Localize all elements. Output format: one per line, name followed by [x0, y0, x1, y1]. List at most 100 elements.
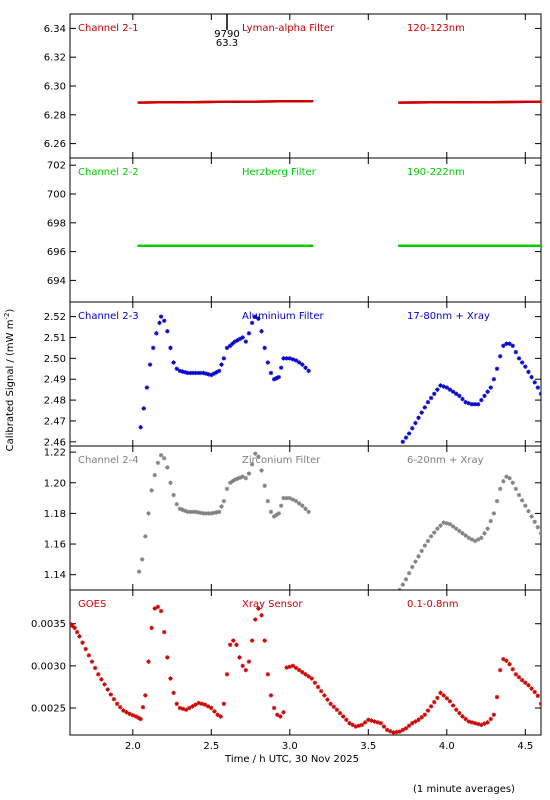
data-point-stroke	[316, 685, 320, 689]
data-point	[366, 717, 371, 723]
data-point-stroke	[350, 722, 355, 727]
data-point-stroke	[520, 360, 525, 365]
data-point	[171, 360, 176, 365]
data-point	[216, 509, 222, 515]
y-tick-label: 6.30	[44, 82, 66, 93]
data-point	[513, 486, 519, 492]
data-point-stroke	[209, 706, 214, 710]
data-point	[240, 474, 245, 479]
data-point	[419, 715, 424, 720]
y-axis-label: Calibrated Signal / (mW m-2)	[3, 309, 16, 452]
data-point	[510, 343, 515, 349]
data-point	[454, 526, 459, 531]
y-tick-label: 702	[47, 161, 66, 172]
data-point	[438, 523, 443, 528]
x-tick-label: 4.5	[517, 741, 533, 752]
data-point	[369, 718, 374, 723]
data-point	[72, 625, 77, 631]
data-point	[400, 727, 406, 733]
data-point-stroke	[281, 356, 286, 361]
data-point	[96, 672, 101, 677]
data-point-stroke	[291, 663, 295, 668]
data-point-stroke	[451, 703, 455, 708]
data-point-stroke	[168, 346, 173, 350]
data-point-stroke	[130, 713, 135, 718]
panel-frame	[69, 157, 542, 303]
x-tick-label: 2.5	[203, 741, 219, 752]
data-point	[485, 526, 490, 531]
data-point-stroke	[429, 534, 433, 539]
data-point-stroke	[218, 714, 223, 719]
data-point	[268, 370, 274, 376]
data-point	[501, 343, 506, 349]
data-point-stroke	[539, 531, 541, 535]
data-point	[253, 617, 258, 622]
data-point	[344, 717, 349, 723]
y-tick-label: 6.28	[44, 110, 66, 121]
data-point-stroke	[507, 341, 512, 346]
data-point-stroke	[183, 370, 188, 375]
data-point-stroke	[291, 357, 295, 362]
data-point-stroke	[397, 588, 401, 590]
data-point-stroke	[291, 497, 295, 502]
data-point	[432, 391, 437, 397]
data-point	[293, 498, 299, 504]
data-point-stroke	[274, 513, 279, 517]
data-point	[190, 704, 195, 709]
data-point	[293, 358, 299, 363]
data-point	[428, 395, 434, 401]
data-point-stroke	[513, 487, 518, 491]
data-point-stroke	[171, 360, 176, 365]
data-point	[450, 524, 456, 529]
data-point-stroke	[86, 653, 91, 658]
data-point-stroke	[174, 366, 179, 371]
data-point	[519, 360, 525, 365]
data-point-stroke	[294, 666, 298, 670]
data-point	[224, 345, 230, 351]
data-point	[410, 426, 415, 431]
data-point-stroke	[146, 511, 151, 516]
data-point-stroke	[219, 504, 224, 509]
data-point-stroke	[212, 511, 216, 515]
data-point-stroke	[422, 405, 427, 410]
data-point-stroke	[529, 375, 534, 380]
data-point-stroke	[407, 571, 412, 576]
data-point	[532, 380, 537, 385]
data-point	[504, 474, 509, 479]
data-point-stroke	[470, 537, 474, 542]
data-point	[494, 498, 500, 504]
data-point	[400, 582, 406, 587]
data-point-stroke	[159, 609, 163, 613]
data-point-stroke	[300, 670, 305, 675]
data-point	[105, 687, 110, 692]
data-point-stroke	[199, 701, 204, 706]
data-point	[243, 475, 249, 481]
y-tick-label: 2.46	[44, 437, 66, 448]
data-point	[146, 511, 151, 516]
data-point	[519, 498, 525, 503]
data-point	[535, 385, 541, 390]
data-point-stroke	[535, 525, 540, 530]
data-point	[450, 389, 456, 394]
data-point-stroke	[492, 511, 496, 516]
data-point	[219, 504, 224, 509]
panel-filter-label: Xray Sensor	[242, 599, 303, 610]
panel-band-label: 120-123nm	[407, 23, 465, 34]
data-point	[428, 534, 434, 539]
data-point	[497, 667, 503, 673]
data-point-stroke	[269, 371, 273, 375]
y-tick-label: 2.51	[44, 333, 66, 344]
data-point-stroke	[422, 712, 427, 717]
data-point-stroke	[419, 410, 424, 415]
y-tick-label: 1.14	[44, 570, 66, 581]
data-point-stroke	[375, 720, 380, 725]
data-point	[516, 675, 522, 680]
y-tick-label: 700	[47, 190, 66, 201]
data-point	[187, 705, 192, 711]
data-point-stroke	[532, 690, 537, 694]
panel-frame	[69, 13, 542, 159]
data-point	[532, 519, 537, 525]
x-axis: 2.0 2.5 3.0 3.5 4.0 4.5	[125, 741, 533, 752]
data-point-stroke	[372, 719, 377, 724]
data-point-stroke	[413, 559, 418, 564]
